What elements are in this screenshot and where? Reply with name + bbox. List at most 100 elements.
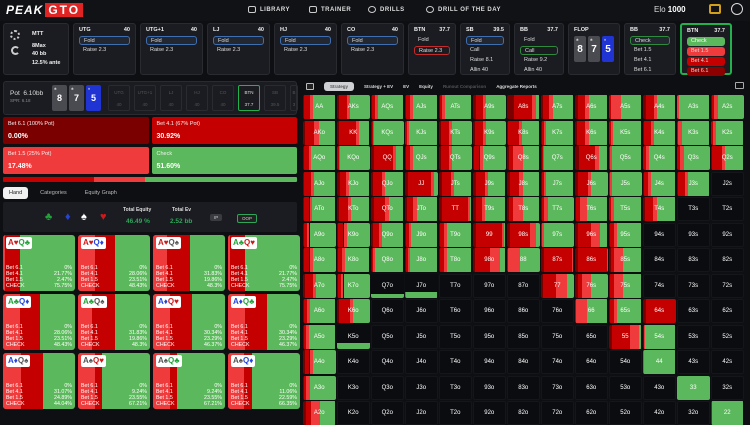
matrix-cell-aks[interactable]: AKs	[337, 95, 370, 119]
matrix-cell-96o[interactable]: 96o	[473, 299, 506, 323]
mini-position-hj[interactable]: HJ 40	[186, 85, 208, 111]
gear-icon[interactable]	[10, 30, 20, 40]
layout-toggle-icon[interactable]	[306, 82, 314, 90]
mini-position-co[interactable]: CO 40	[212, 85, 234, 111]
matrix-cell-52s[interactable]: 52s	[711, 324, 744, 349]
matrix-cell-t5s[interactable]: T5s	[609, 197, 642, 221]
matrix-cell-84s[interactable]: 84s	[643, 248, 676, 272]
mini-position-sb[interactable]: SB 39.5	[264, 85, 286, 111]
seat-action-option[interactable]: Allin 40	[470, 67, 489, 73]
seat-action-option[interactable]: Fold	[418, 37, 429, 43]
matrix-cell-54o[interactable]: 54o	[609, 350, 642, 374]
seat-action-option[interactable]: Fold	[524, 37, 535, 43]
nav-trainer[interactable]: TRAINER	[309, 6, 351, 13]
camera-icon[interactable]	[735, 82, 744, 89]
matrix-cell-q9s[interactable]: Q9s	[473, 146, 506, 170]
matrix-cell-k9o[interactable]: K9o	[337, 222, 370, 247]
matrix-cell-kto[interactable]: KTo	[337, 197, 370, 221]
matrix-cell-tt[interactable]: TT	[439, 197, 472, 221]
combo-card[interactable]: A♦Q♣ Bet 6.1 0% Bet 4.1 30.34% Bet 1.5 23.29% C…	[228, 294, 300, 350]
matrix-cell-t9s[interactable]: T9s	[473, 197, 506, 221]
matrix-cell-72s[interactable]: 72s	[711, 273, 744, 298]
seat-action-option[interactable]: Raise 2.3	[83, 47, 107, 53]
seat-action-option[interactable]: Call	[520, 46, 558, 55]
seat-action-option[interactable]: Fold	[280, 36, 331, 45]
matrix-cell-q3s[interactable]: Q3s	[677, 146, 710, 170]
matrix-cell-qto[interactable]: QTo	[371, 197, 404, 221]
matrix-cell-96s[interactable]: 96s	[575, 222, 608, 247]
oop-toggle[interactable]: OOP	[237, 214, 258, 223]
matrix-cell-97s[interactable]: 97s	[541, 222, 574, 247]
action-bet-0[interactable]: Bet 6.1 (100% Pot) 0.00%	[3, 117, 149, 144]
matrix-cell-kqs[interactable]: KQs	[371, 120, 404, 145]
matrix-cell-kk[interactable]: KK	[337, 120, 370, 145]
combo-card[interactable]: A♣Q♦ Bet 6.1 0% Bet 4.1 28.06% Bet 1.5 23.51% C…	[3, 294, 75, 350]
mini-position-lj[interactable]: LJ 40	[160, 85, 182, 111]
matrix-cell-k5o[interactable]: K5o	[337, 324, 370, 349]
matrix-cell-77[interactable]: 77	[541, 273, 574, 298]
matrix-cell-ajo[interactable]: AJo	[303, 171, 336, 196]
matrix-cell-63s[interactable]: 63s	[677, 299, 710, 323]
club-filter-icon[interactable]: ♣	[45, 211, 53, 223]
matrix-cell-k2o[interactable]: K2o	[337, 401, 370, 425]
matrix-cell-a3o[interactable]: A3o	[303, 375, 336, 400]
tab-strategy[interactable]: Strategy	[324, 81, 355, 91]
matrix-cell-t8s[interactable]: T8s	[507, 197, 540, 221]
matrix-cell-63o[interactable]: 63o	[575, 375, 608, 400]
seat-action-option[interactable]: Bet 1.5	[687, 47, 725, 56]
matrix-cell-a3s[interactable]: A3s	[677, 95, 710, 119]
mini-position-utg[interactable]: UTG 40	[108, 85, 130, 111]
matrix-cell-q6o[interactable]: Q6o	[371, 299, 404, 323]
matrix-cell-a5s[interactable]: A5s	[609, 95, 642, 119]
combo-card[interactable]: A♥Q♦ Bet 6.1 0% Bet 4.1 28.06% Bet 1.5 23.51% C…	[78, 235, 150, 291]
matrix-cell-86s[interactable]: 86s	[575, 248, 608, 272]
matrix-cell-32s[interactable]: 32s	[711, 375, 744, 400]
seat-action-option[interactable]: Bet 4.1	[687, 57, 725, 66]
matrix-cell-93o[interactable]: 93o	[473, 375, 506, 400]
matrix-cell-t4s[interactable]: T4s	[643, 197, 676, 221]
matrix-cell-q4o[interactable]: Q4o	[371, 350, 404, 374]
matrix-cell-k3o[interactable]: K3o	[337, 375, 370, 400]
combo-card[interactable]: A♠Q♥ Bet 6.1 0% Bet 4.1 9.24% Bet 1.5 23.55% CH…	[78, 353, 150, 409]
combo-card[interactable]: A♦Q♥ Bet 6.1 0% Bet 4.1 30.34% Bet 1.5 23.29% C…	[153, 294, 225, 350]
mini-position-utg-plus-1[interactable]: UTG+1 40	[134, 85, 156, 111]
combo-card[interactable]: A♥Q♠ Bet 6.1 0% Bet 4.1 31.83% Bet 1.5 19.86% C…	[153, 235, 225, 291]
matrix-cell-65o[interactable]: 65o	[575, 324, 608, 349]
matrix-cell-q9o[interactable]: Q9o	[371, 222, 404, 247]
matrix-cell-j2s[interactable]: J2s	[711, 171, 744, 196]
matrix-cell-86o[interactable]: 86o	[507, 299, 540, 323]
user-account-icon[interactable]	[731, 3, 743, 15]
matrix-cell-j7s[interactable]: J7s	[541, 171, 574, 196]
matrix-cell-t4o[interactable]: T4o	[439, 350, 472, 374]
matrix-cell-j2o[interactable]: J2o	[405, 401, 438, 425]
matrix-cell-95s[interactable]: 95s	[609, 222, 642, 247]
matrix-cell-j4s[interactable]: J4s	[643, 171, 676, 196]
matrix-cell-j6o[interactable]: J6o	[405, 299, 438, 323]
matrix-cell-33[interactable]: 33	[677, 375, 710, 400]
matrix-cell-94s[interactable]: 94s	[643, 222, 676, 247]
matrix-cell-64o[interactable]: 64o	[575, 350, 608, 374]
matrix-cell-a8s[interactable]: A8s	[507, 95, 540, 119]
heart-filter-icon[interactable]: ♥	[100, 211, 107, 223]
tab-strategy-ev[interactable]: Strategy + EV	[364, 83, 394, 89]
matrix-cell-q5o[interactable]: Q5o	[371, 324, 404, 349]
tab-hand[interactable]: Hand	[3, 187, 29, 199]
matrix-cell-44[interactable]: 44	[643, 350, 676, 374]
matrix-cell-k8s[interactable]: K8s	[507, 120, 540, 145]
matrix-cell-q8o[interactable]: Q8o	[371, 248, 404, 272]
combo-card[interactable]: A♦Q♠ Bet 6.1 0% Bet 4.1 31.07% Bet 1.5 24.89% C…	[3, 353, 75, 409]
matrix-cell-73o[interactable]: 73o	[541, 375, 574, 400]
matrix-cell-94o[interactable]: 94o	[473, 350, 506, 374]
matrix-cell-qts[interactable]: QTs	[439, 146, 472, 170]
matrix-cell-88[interactable]: 88	[507, 248, 540, 272]
matrix-cell-43o[interactable]: 43o	[643, 375, 676, 400]
combo-card[interactable]: A♠Q♣ Bet 6.1 0% Bet 4.1 9.24% Bet 1.5 23.55% CH…	[153, 353, 225, 409]
matrix-cell-73s[interactable]: 73s	[677, 273, 710, 298]
matrix-cell-j8o[interactable]: J8o	[405, 248, 438, 272]
matrix-cell-95o[interactable]: 95o	[473, 324, 506, 349]
seat-action-option[interactable]: Bet 6.1	[687, 67, 725, 76]
matrix-cell-93s[interactable]: 93s	[677, 222, 710, 247]
matrix-cell-t5o[interactable]: T5o	[439, 324, 472, 349]
combo-card[interactable]: A♥Q♣ Bet 6.1 0% Bet 4.1 21.77% Bet 1.5 2.47% CH…	[3, 235, 75, 291]
matrix-cell-84o[interactable]: 84o	[507, 350, 540, 374]
